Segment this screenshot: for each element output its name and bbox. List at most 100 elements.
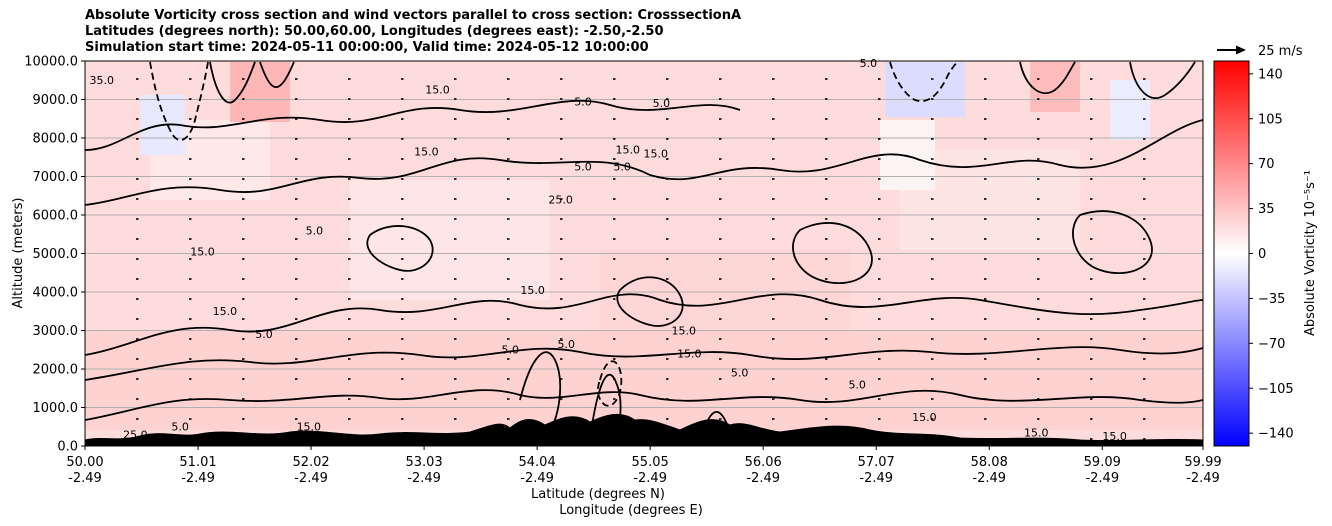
contour-line (366, 225, 434, 272)
contour-line (616, 276, 684, 327)
field-patch (350, 180, 550, 300)
contour-line (85, 99, 741, 151)
vorticity-field (85, 62, 1203, 430)
y-tick-label: 6000.0 (33, 209, 79, 224)
x-tick-label-longitude: -2.49 (1085, 471, 1119, 486)
colorbar-tick-label: −35 (1258, 292, 1285, 307)
contour-label: 5.0 (574, 161, 592, 174)
contour-label: 5.0 (653, 97, 671, 110)
y-tick-label: 2000.0 (33, 363, 79, 378)
contour-label: 5.0 (860, 57, 878, 70)
contour-label: 15.0 (190, 245, 215, 258)
x-tick-label-longitude: -2.49 (972, 471, 1006, 486)
contour-line-dashed (597, 360, 623, 407)
x-tick-label-longitude: -2.49 (1186, 471, 1220, 486)
contour-lines (85, 61, 1203, 446)
contour-line-dashed (149, 61, 209, 141)
contour-label: 15.0 (671, 324, 696, 337)
x-tick-label-longitude: -2.49 (633, 471, 667, 486)
near-surface-contours (85, 413, 1203, 446)
x-tick-label-longitude: -2.49 (181, 471, 215, 486)
y-tick-label: 4000.0 (33, 286, 79, 301)
colorbar-tick-label: −70 (1258, 337, 1285, 352)
contour-labels: 15.05.015.05.015.05.0 5.015.015.05.015.05… (90, 57, 1127, 443)
contour-label: 15.0 (677, 347, 702, 360)
x-tick-label-latitude: 54.04 (519, 455, 556, 470)
contour-label: 5.0 (848, 378, 866, 391)
x-tick-label-latitude: 52.02 (292, 455, 329, 470)
vector-key-label: 25 m/s (1258, 44, 1303, 59)
x-tick-label-latitude: 59.99 (1184, 455, 1221, 470)
x-tick-label-latitude: 58.08 (971, 455, 1008, 470)
x-tick-label-longitude: -2.49 (520, 471, 554, 486)
contour-line-dashed (889, 61, 959, 102)
contour-line (85, 293, 1203, 356)
gridlines (85, 99, 1203, 408)
contour-label: 5.0 (557, 338, 575, 351)
field-patch (85, 330, 1203, 430)
contour-label: 15.0 (912, 411, 937, 424)
y-tick-label: 8000.0 (33, 132, 79, 147)
contour-label: 5.0 (306, 224, 324, 237)
contour-label: 5.0 (731, 367, 749, 380)
x-tick-label-latitude: 57.07 (858, 455, 895, 470)
contour-label: 15.0 (414, 145, 439, 158)
colorbar-tick-label: −105 (1258, 382, 1294, 397)
colorbar-tick-label: 35 (1258, 202, 1275, 217)
contour-label: 25.0 (548, 193, 573, 206)
x-tick-label-longitude: -2.49 (68, 471, 102, 486)
x-tick-label-latitude: 53.03 (405, 455, 442, 470)
chart-title-line-1: Absolute Vorticity cross section and win… (85, 8, 742, 23)
contour-line (1072, 210, 1153, 275)
contour-label: 15.0 (425, 84, 450, 97)
colorbar-tick-label: 105 (1258, 112, 1283, 127)
contour-label: 15.0 (520, 284, 545, 297)
y-axis-label: Altitude (meters) (11, 198, 26, 309)
contour-line (1019, 61, 1196, 99)
field-patch-positive (1030, 62, 1080, 112)
contour-line (85, 346, 1203, 381)
x-tick-label-latitude: 50.00 (66, 455, 103, 470)
field-patch-negative (1110, 80, 1150, 140)
contour-label: 5.0 (502, 344, 520, 357)
contour-label: 15.0 (1024, 426, 1049, 439)
x-tick-label-latitude: 55.05 (632, 455, 669, 470)
y-tick-label: 10000.0 (24, 55, 78, 70)
x-tick-label-latitude: 51.01 (179, 455, 216, 470)
colorbar (1213, 60, 1250, 447)
contour-label: 35.0 (90, 74, 115, 87)
x-tick-label-latitude: 59.09 (1084, 455, 1121, 470)
y-tick-label: 1000.0 (33, 401, 79, 416)
contour-label: 5.0 (613, 161, 631, 174)
contour-label: 5.0 (255, 328, 273, 341)
contour-line (85, 389, 1203, 421)
chart-title-line-2: Latitudes (degrees north): 50.00,60.00, … (85, 24, 664, 39)
colorbar-tick-label: 140 (1258, 67, 1283, 82)
contour-label: 15.0 (644, 147, 669, 160)
y-tick-label: 9000.0 (33, 93, 79, 108)
y-tick-label: 5000.0 (33, 247, 79, 262)
vector-key: 25 m/s (1217, 44, 1303, 59)
contour-label: 15.0 (1102, 430, 1127, 443)
contour-label: 15.0 (616, 143, 641, 156)
contour-label: 5.0 (574, 95, 592, 108)
x-tick-label-longitude: -2.49 (746, 471, 780, 486)
x-tick-label-longitude: -2.49 (859, 471, 893, 486)
wind-vectors (136, 78, 1146, 440)
contour-line (85, 119, 1203, 206)
field-patch-positive (230, 62, 290, 122)
colorbar-tick-label: 70 (1258, 157, 1275, 172)
contour-line (792, 222, 873, 285)
y-tick-label: 0.0 (57, 440, 78, 455)
contour-label: 5.0 (171, 421, 189, 434)
contour-label: 25.0 (123, 428, 148, 441)
y-tick-label: 7000.0 (33, 170, 79, 185)
colorbar-ticks: 140 105 70 35 0 −35 −70 −105 −140 (1249, 67, 1294, 442)
vector-key-arrowhead (1236, 45, 1246, 55)
x-axis-ticks: 50.00-2.4951.01-2.4952.02-2.4953.03-2.49… (66, 446, 1222, 486)
field-patch-negative (885, 62, 965, 117)
colorbar-tick-label: 0 (1258, 247, 1266, 262)
colorbar-label: Absolute Vorticity 10⁻⁵s⁻¹ (1303, 170, 1318, 336)
x-axis-label-longitude: Longitude (degrees E) (559, 503, 703, 518)
